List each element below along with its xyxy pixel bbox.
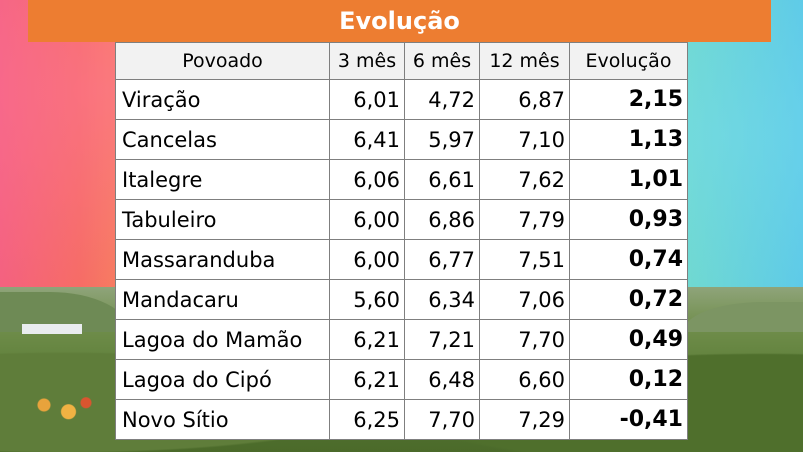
- cell-12-mes: 7,06: [479, 279, 570, 320]
- cell-evolucao: 0,72: [569, 279, 688, 320]
- cell-povoado: Lagoa do Cipó: [115, 359, 330, 400]
- cell-6-mes: 6,77: [404, 239, 480, 280]
- cell-12-mes: 7,29: [479, 399, 570, 440]
- distant-building: [22, 324, 82, 334]
- cell-6-mes: 6,34: [404, 279, 480, 320]
- cell-3-mes: 6,06: [329, 159, 405, 200]
- table-header-row: Povoado 3 mês 6 mês 12 mês Evolução: [115, 42, 688, 80]
- cell-3-mes: 6,25: [329, 399, 405, 440]
- cell-3-mes: 6,00: [329, 199, 405, 240]
- cell-3-mes: 6,01: [329, 79, 405, 120]
- cell-evolucao: 0,12: [569, 359, 688, 400]
- cell-3-mes: 6,21: [329, 319, 405, 360]
- cell-6-mes: 6,61: [404, 159, 480, 200]
- cell-3-mes: 5,60: [329, 279, 405, 320]
- evolution-table-container: Povoado 3 mês 6 mês 12 mês Evolução Vira…: [115, 42, 688, 440]
- cell-povoado: Massaranduba: [115, 239, 330, 280]
- cell-12-mes: 7,62: [479, 159, 570, 200]
- header-6-mes: 6 mês: [404, 42, 480, 80]
- cell-6-mes: 6,86: [404, 199, 480, 240]
- cell-12-mes: 6,87: [479, 79, 570, 120]
- cell-3-mes: 6,21: [329, 359, 405, 400]
- cell-povoado: Cancelas: [115, 119, 330, 160]
- cell-evolucao: 2,15: [569, 79, 688, 120]
- cell-12-mes: 7,70: [479, 319, 570, 360]
- header-12-mes: 12 mês: [479, 42, 570, 80]
- table-row: Massaranduba 6,00 6,77 7,51 0,74: [115, 239, 688, 280]
- table-row: Lagoa do Cipó 6,21 6,48 6,60 0,12: [115, 359, 688, 400]
- cell-povoado: Lagoa do Mamão: [115, 319, 330, 360]
- table-row: Italegre 6,06 6,61 7,62 1,01: [115, 159, 688, 200]
- cell-povoado: Italegre: [115, 159, 330, 200]
- cell-evolucao: 1,13: [569, 119, 688, 160]
- cell-12-mes: 6,60: [479, 359, 570, 400]
- cell-evolucao: 0,93: [569, 199, 688, 240]
- cell-evolucao: 0,74: [569, 239, 688, 280]
- table-row: Tabuleiro 6,00 6,86 7,79 0,93: [115, 199, 688, 240]
- cell-evolucao: 1,01: [569, 159, 688, 200]
- header-3-mes: 3 mês: [329, 42, 405, 80]
- cell-povoado: Tabuleiro: [115, 199, 330, 240]
- cell-6-mes: 5,97: [404, 119, 480, 160]
- cell-3-mes: 6,00: [329, 239, 405, 280]
- slide-title: Evolução: [339, 7, 460, 35]
- table-row: Viração 6,01 4,72 6,87 2,15: [115, 79, 688, 120]
- cell-12-mes: 7,79: [479, 199, 570, 240]
- cell-6-mes: 6,48: [404, 359, 480, 400]
- cell-povoado: Novo Sítio: [115, 399, 330, 440]
- evolution-table: Povoado 3 mês 6 mês 12 mês Evolução Vira…: [115, 42, 688, 440]
- table-row: Cancelas 6,41 5,97 7,10 1,13: [115, 119, 688, 160]
- cell-povoado: Mandacaru: [115, 279, 330, 320]
- cell-evolucao: 0,49: [569, 319, 688, 360]
- cell-povoado: Viração: [115, 79, 330, 120]
- header-povoado: Povoado: [115, 42, 330, 80]
- cell-evolucao: -0,41: [569, 399, 688, 440]
- cell-3-mes: 6,41: [329, 119, 405, 160]
- flowers: [30, 387, 100, 432]
- title-bar: Evolução: [28, 0, 771, 42]
- cell-12-mes: 7,10: [479, 119, 570, 160]
- table-row: Novo Sítio 6,25 7,70 7,29 -0,41: [115, 399, 688, 440]
- header-evolucao: Evolução: [569, 42, 688, 80]
- table-row: Lagoa do Mamão 6,21 7,21 7,70 0,49: [115, 319, 688, 360]
- cell-6-mes: 7,70: [404, 399, 480, 440]
- cell-12-mes: 7,51: [479, 239, 570, 280]
- table-row: Mandacaru 5,60 6,34 7,06 0,72: [115, 279, 688, 320]
- cell-6-mes: 7,21: [404, 319, 480, 360]
- cell-6-mes: 4,72: [404, 79, 480, 120]
